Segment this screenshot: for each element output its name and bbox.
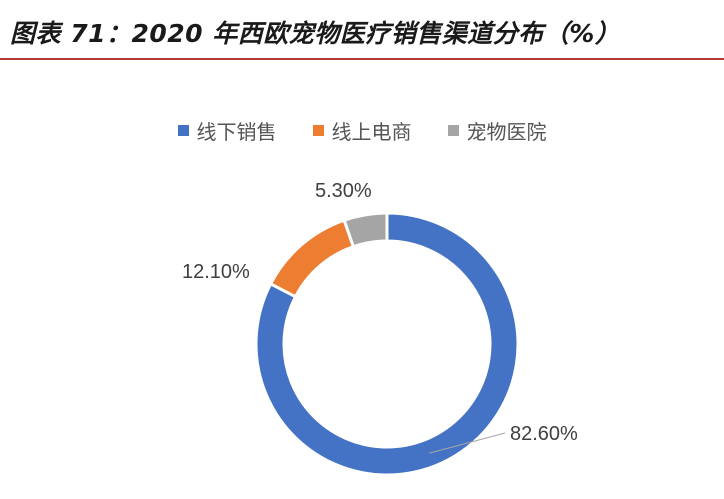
- legend-item-hospital: 宠物医院: [447, 116, 547, 145]
- data-label-offline: 82.60%: [510, 423, 578, 445]
- legend-swatch-hospital: [447, 125, 459, 136]
- title-bar: 图表 71：2020 年西欧宠物医疗销售渠道分布（%）: [0, 0, 724, 60]
- legend-item-online: 线上电商: [312, 116, 412, 145]
- legend-label-offline: 线下销售: [196, 120, 277, 144]
- data-label-online: 12.10%: [182, 261, 250, 283]
- donut-slice-hospital: [342, 211, 389, 249]
- legend-item-offline: 线下销售: [177, 116, 277, 145]
- legend: 线下销售 线上电商 宠物医院: [0, 116, 724, 145]
- legend-swatch-offline: [177, 125, 189, 136]
- legend-swatch-online: [312, 125, 324, 136]
- data-label-hospital: 5.30%: [315, 180, 372, 202]
- leader-lines: [428, 432, 506, 454]
- legend-label-hospital: 宠物医院: [466, 120, 547, 144]
- chart-title: 图表 71：2020 年西欧宠物医疗销售渠道分布（%）: [10, 19, 621, 48]
- legend-label-online: 线上电商: [331, 120, 412, 144]
- leader-line-offline: [428, 432, 506, 454]
- donut-slice-online: [268, 218, 356, 299]
- donut-slice-offline: [254, 211, 520, 477]
- donut-slices: [254, 211, 520, 477]
